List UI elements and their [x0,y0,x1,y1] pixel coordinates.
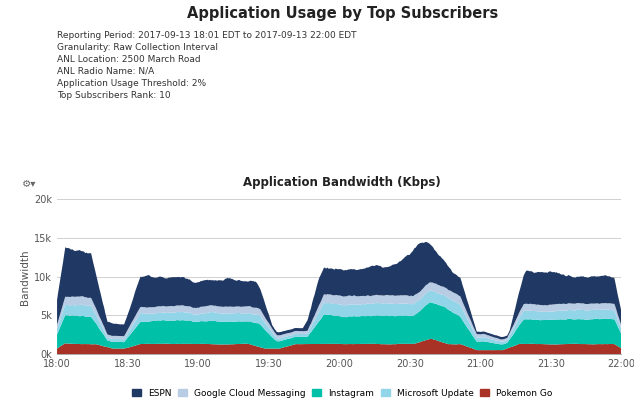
Legend: ESPN, Google Cloud Messaging, Instagram, Microsoft Update, Pokemon Go: ESPN, Google Cloud Messaging, Instagram,… [129,386,555,400]
Text: Reporting Period: 2017-09-13 18:01 EDT to 2017-09-13 22:00 EDT
Granularity: Raw : Reporting Period: 2017-09-13 18:01 EDT t… [57,31,356,100]
Text: Application Usage by Top Subscribers: Application Usage by Top Subscribers [187,6,498,21]
Text: ⚙▾: ⚙▾ [22,179,37,189]
Text: Application Bandwidth (Kbps): Application Bandwidth (Kbps) [243,176,441,189]
Y-axis label: Bandwidth: Bandwidth [20,249,30,304]
